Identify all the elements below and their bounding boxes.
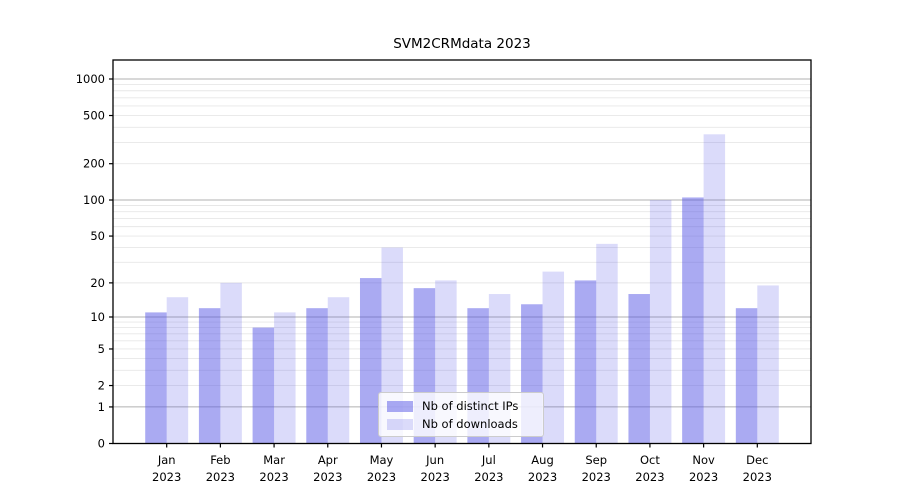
- legend-label-distinct-ips: Nb of distinct IPs: [422, 399, 519, 413]
- x-tick-label-month: Jan: [157, 453, 176, 467]
- bar-downloads-oct: [649, 200, 672, 444]
- x-tick-label-year: 2023: [743, 470, 772, 484]
- legend-item-distinct-ips: Nb of distinct IPs: [387, 399, 535, 413]
- bar-distinct-ips-nov: [682, 197, 704, 444]
- axis-frame: [112, 59, 812, 445]
- legend-swatch-downloads-icon: [387, 418, 413, 430]
- x-tick-label-month: Dec: [746, 453, 768, 467]
- bar-downloads-jan: [166, 297, 189, 444]
- y-tick-label: 500: [83, 109, 105, 123]
- bar-distinct-ips-sep: [574, 280, 597, 444]
- bar-downloads-nov: [703, 134, 726, 444]
- x-tick-label-year: 2023: [259, 470, 288, 484]
- bar-downloads-feb: [220, 282, 242, 444]
- y-tick-label: 2: [98, 379, 105, 393]
- bar-downloads-apr: [327, 297, 350, 444]
- x-tick-label-month: Feb: [210, 453, 230, 467]
- bar-distinct-ips-feb: [198, 308, 221, 444]
- x-tick-label-year: 2023: [313, 470, 342, 484]
- y-tick-label: 20: [90, 276, 105, 290]
- x-tick-label-month: Apr: [318, 453, 338, 467]
- x-tick-label-year: 2023: [152, 470, 181, 484]
- y-tick-label: 0: [98, 437, 105, 451]
- y-tick-label: 5: [98, 342, 105, 356]
- bar-distinct-ips-may: [359, 278, 382, 444]
- bar-distinct-ips-oct: [628, 294, 650, 444]
- x-tick-label-year: 2023: [421, 470, 450, 484]
- bar-downloads-mar: [274, 312, 296, 444]
- bar-distinct-ips-dec: [735, 308, 758, 444]
- legend-label-downloads: Nb of downloads: [422, 417, 518, 431]
- bar-distinct-ips-mar: [252, 327, 275, 444]
- x-tick-label-year: 2023: [367, 470, 396, 484]
- x-tick-label-month: Aug: [531, 453, 553, 467]
- x-tick-label-month: Oct: [640, 453, 660, 467]
- bar-downloads-aug: [542, 271, 565, 444]
- x-tick-label-month: Mar: [263, 453, 285, 467]
- y-tick-label: 100: [83, 193, 105, 207]
- bar-distinct-ips-apr: [306, 308, 328, 444]
- x-tick-label-year: 2023: [528, 470, 557, 484]
- legend-swatch-distinct-ips-icon: [387, 400, 413, 412]
- y-tick-label: 10: [90, 310, 105, 324]
- x-tick-label-year: 2023: [474, 470, 503, 484]
- x-tick-label-month: May: [370, 453, 394, 467]
- legend: Nb of distinct IPs Nb of downloads: [378, 392, 544, 437]
- bar-downloads-sep: [596, 243, 618, 444]
- y-tick-label: 1: [98, 400, 105, 414]
- x-tick-label-year: 2023: [582, 470, 611, 484]
- x-tick-label-month: Jun: [425, 453, 444, 467]
- y-tick-label: 200: [83, 157, 105, 171]
- legend-item-downloads: Nb of downloads: [387, 417, 535, 431]
- bar-distinct-ips-jan: [145, 312, 167, 444]
- x-tick-label-year: 2023: [206, 470, 235, 484]
- x-tick-label-month: Nov: [692, 453, 715, 467]
- bar-downloads-dec: [757, 285, 779, 444]
- x-tick-label-year: 2023: [689, 470, 718, 484]
- x-tick-label-month: Sep: [585, 453, 607, 467]
- chart-title: SVM2CRMdata 2023: [393, 36, 531, 52]
- x-tick-label-year: 2023: [635, 470, 664, 484]
- x-tick-label-month: Jul: [481, 453, 496, 467]
- y-tick-label: 50: [90, 229, 105, 243]
- y-tick-label: 1000: [76, 72, 105, 86]
